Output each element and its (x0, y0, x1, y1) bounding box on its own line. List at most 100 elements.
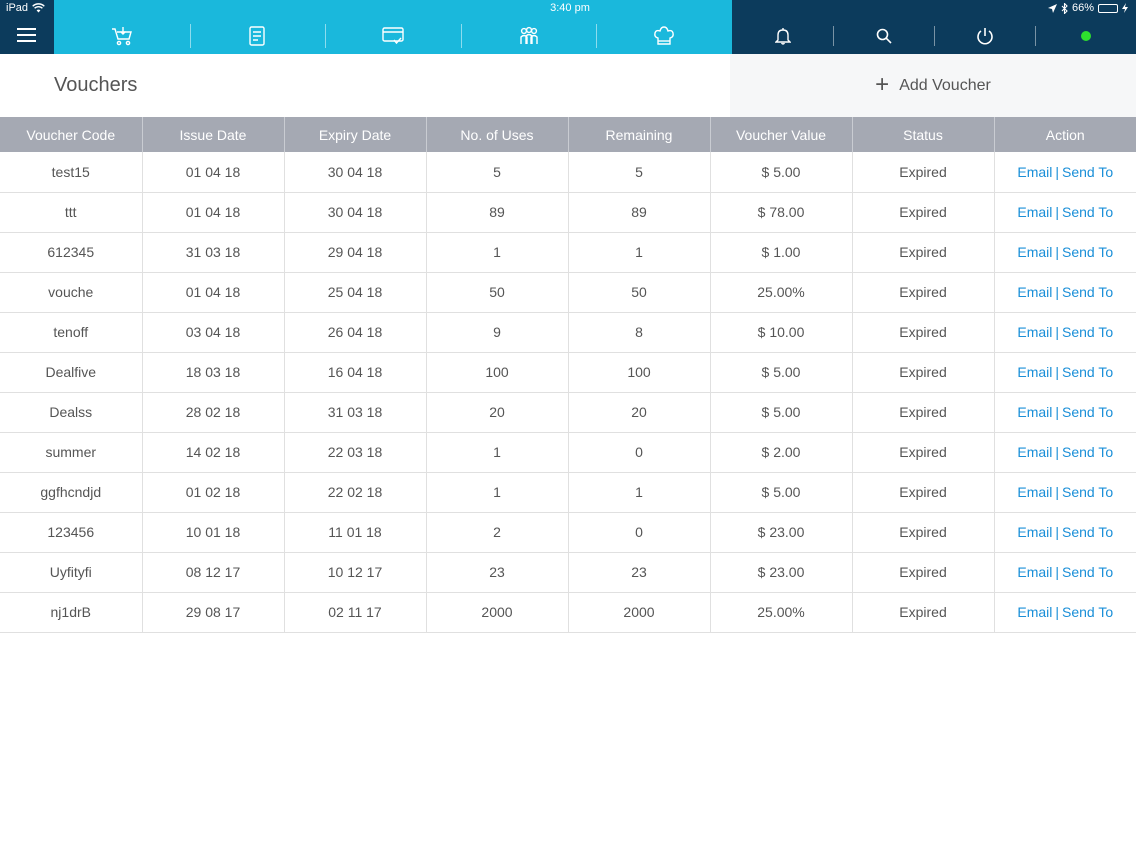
voucher-value-cell: $ 78.00 (710, 192, 853, 233)
voucher-code-cell: ttt (0, 192, 143, 233)
payments-icon[interactable] (325, 18, 461, 54)
column-header: Expiry Date (284, 117, 427, 152)
remaining-cell: 23 (568, 552, 711, 593)
email-link[interactable]: Email (1017, 524, 1053, 540)
status-left: iPad (6, 2, 45, 14)
uses-cell: 1 (426, 232, 569, 273)
email-link[interactable]: Email (1017, 204, 1053, 220)
voucher-code-cell: Dealss (0, 392, 143, 433)
send-to-link[interactable]: Send To (1062, 564, 1114, 580)
expiry-date-cell: 22 03 18 (284, 432, 427, 473)
issue-date-cell: 03 04 18 (142, 312, 285, 353)
send-to-link[interactable]: Send To (1062, 524, 1114, 540)
status-cell: Expired (852, 152, 995, 193)
uses-cell: 1 (426, 472, 569, 513)
table-row[interactable]: nj1drB 29 08 17 02 11 17 2000 2000 25.00% Expi… (0, 592, 1136, 633)
send-to-link[interactable]: Send To (1062, 244, 1114, 260)
battery-icon (1098, 3, 1118, 13)
action-separator: | (1055, 163, 1060, 180)
chef-hat-icon[interactable] (596, 18, 732, 54)
orders-icon[interactable] (189, 18, 326, 54)
location-arrow-icon (1047, 3, 1057, 13)
action-cell: Email | Send To (994, 512, 1136, 553)
expiry-date-cell: 26 04 18 (284, 312, 427, 353)
column-header: Remaining (568, 117, 711, 152)
status-cell: Expired (852, 432, 995, 473)
table-header-row: Voucher Code Issue Date Expiry Date No. … (0, 117, 1136, 152)
voucher-value-cell: $ 5.00 (710, 152, 853, 193)
expiry-date-cell: 30 04 18 (284, 152, 427, 193)
table-row[interactable]: tenoff 03 04 18 26 04 18 9 8 $ 10.00 Expired Em… (0, 312, 1136, 353)
action-cell: Email | Send To (994, 592, 1136, 633)
email-link[interactable]: Email (1017, 324, 1053, 340)
action-separator: | (1055, 204, 1060, 220)
email-link[interactable]: Email (1017, 604, 1053, 620)
remaining-cell: 5 (568, 152, 711, 193)
column-header: Status (852, 117, 995, 152)
status-cell: Expired (852, 512, 995, 553)
send-to-link[interactable]: Send To (1062, 204, 1114, 220)
email-link[interactable]: Email (1017, 244, 1053, 260)
table-row[interactable]: vouche 01 04 18 25 04 18 50 50 25.00% Expired E… (0, 272, 1136, 313)
action-separator: | (1055, 284, 1060, 300)
column-header: Action (994, 117, 1136, 152)
voucher-value-cell: $ 2.00 (710, 432, 853, 473)
issue-date-cell: 18 03 18 (142, 352, 285, 393)
send-to-link[interactable]: Send To (1062, 284, 1114, 300)
issue-date-cell: 29 08 17 (142, 592, 285, 633)
voucher-code-cell: test15 (0, 152, 143, 193)
expiry-date-cell: 02 11 17 (284, 592, 427, 633)
send-to-link[interactable]: Send To (1062, 324, 1114, 340)
table-row[interactable]: ttt 01 04 18 30 04 18 89 89 $ 78.00 Expired Ema… (0, 192, 1136, 233)
voucher-code-cell: 123456 (0, 512, 143, 553)
email-link[interactable]: Email (1017, 444, 1053, 460)
email-link[interactable]: Email (1017, 564, 1053, 580)
hamburger-menu-icon[interactable] (17, 28, 36, 42)
uses-cell: 2000 (426, 592, 569, 633)
bluetooth-icon (1061, 2, 1068, 14)
send-to-link[interactable]: Send To (1062, 404, 1114, 420)
table-row[interactable]: summer 14 02 18 22 03 18 1 0 $ 2.00 Expired Ema… (0, 432, 1136, 473)
action-separator: | (1055, 404, 1060, 420)
send-to-link[interactable]: Send To (1062, 364, 1114, 380)
voucher-code-cell: 612345 (0, 232, 143, 273)
uses-cell: 89 (426, 192, 569, 233)
email-link[interactable]: Email (1017, 364, 1053, 380)
send-to-link[interactable]: Send To (1062, 444, 1114, 460)
voucher-code-cell: Dealfive (0, 352, 143, 393)
status-cell: Expired (852, 192, 995, 233)
table-row[interactable]: 123456 10 01 18 11 01 18 2 0 $ 23.00 Expired Em… (0, 512, 1136, 553)
email-link[interactable]: Email (1017, 163, 1053, 180)
send-to-link[interactable]: Send To (1062, 604, 1114, 620)
send-to-link[interactable]: Send To (1062, 163, 1114, 180)
cart-icon[interactable] (54, 18, 190, 54)
remaining-cell: 1 (568, 472, 711, 513)
action-cell: Email | Send To (994, 272, 1136, 313)
add-voucher-label: Add Voucher (899, 76, 991, 94)
email-link[interactable]: Email (1017, 404, 1053, 420)
voucher-value-cell: $ 23.00 (710, 552, 853, 593)
send-to-link[interactable]: Send To (1062, 484, 1114, 500)
bell-icon[interactable] (732, 18, 833, 54)
add-voucher-button[interactable]: + Add Voucher (730, 54, 1136, 117)
table-row[interactable]: 612345 31 03 18 29 04 18 1 1 $ 1.00 Expired Ema… (0, 232, 1136, 273)
utility-bar (732, 0, 1136, 54)
search-icon[interactable] (833, 18, 934, 54)
table-row[interactable]: Uyfityfi 08 12 17 10 12 17 23 23 $ 23.00 Expir… (0, 552, 1136, 593)
column-header: No. of Uses (426, 117, 569, 152)
uses-cell: 100 (426, 352, 569, 393)
customers-icon[interactable] (460, 18, 597, 54)
status-cell: Expired (852, 592, 995, 633)
email-link[interactable]: Email (1017, 284, 1053, 300)
table-row[interactable]: Dealss 28 02 18 31 03 18 20 20 $ 5.00 Expired E… (0, 392, 1136, 433)
action-separator: | (1055, 524, 1060, 540)
table-row[interactable]: test15 01 04 18 30 04 18 5 5 $ 5.00 Expired Ema… (0, 152, 1136, 193)
action-cell: Email | Send To (994, 352, 1136, 393)
table-row[interactable]: ggfhcndjd 01 02 18 22 02 18 1 1 $ 5.00 Expired… (0, 472, 1136, 513)
column-header: Voucher Code (0, 117, 143, 152)
uses-cell: 2 (426, 512, 569, 553)
power-icon[interactable] (934, 18, 1035, 54)
table-row[interactable]: Dealfive 18 03 18 16 04 18 100 100 $ 5.00 Expi… (0, 352, 1136, 393)
email-link[interactable]: Email (1017, 484, 1053, 500)
action-separator: | (1055, 324, 1060, 340)
